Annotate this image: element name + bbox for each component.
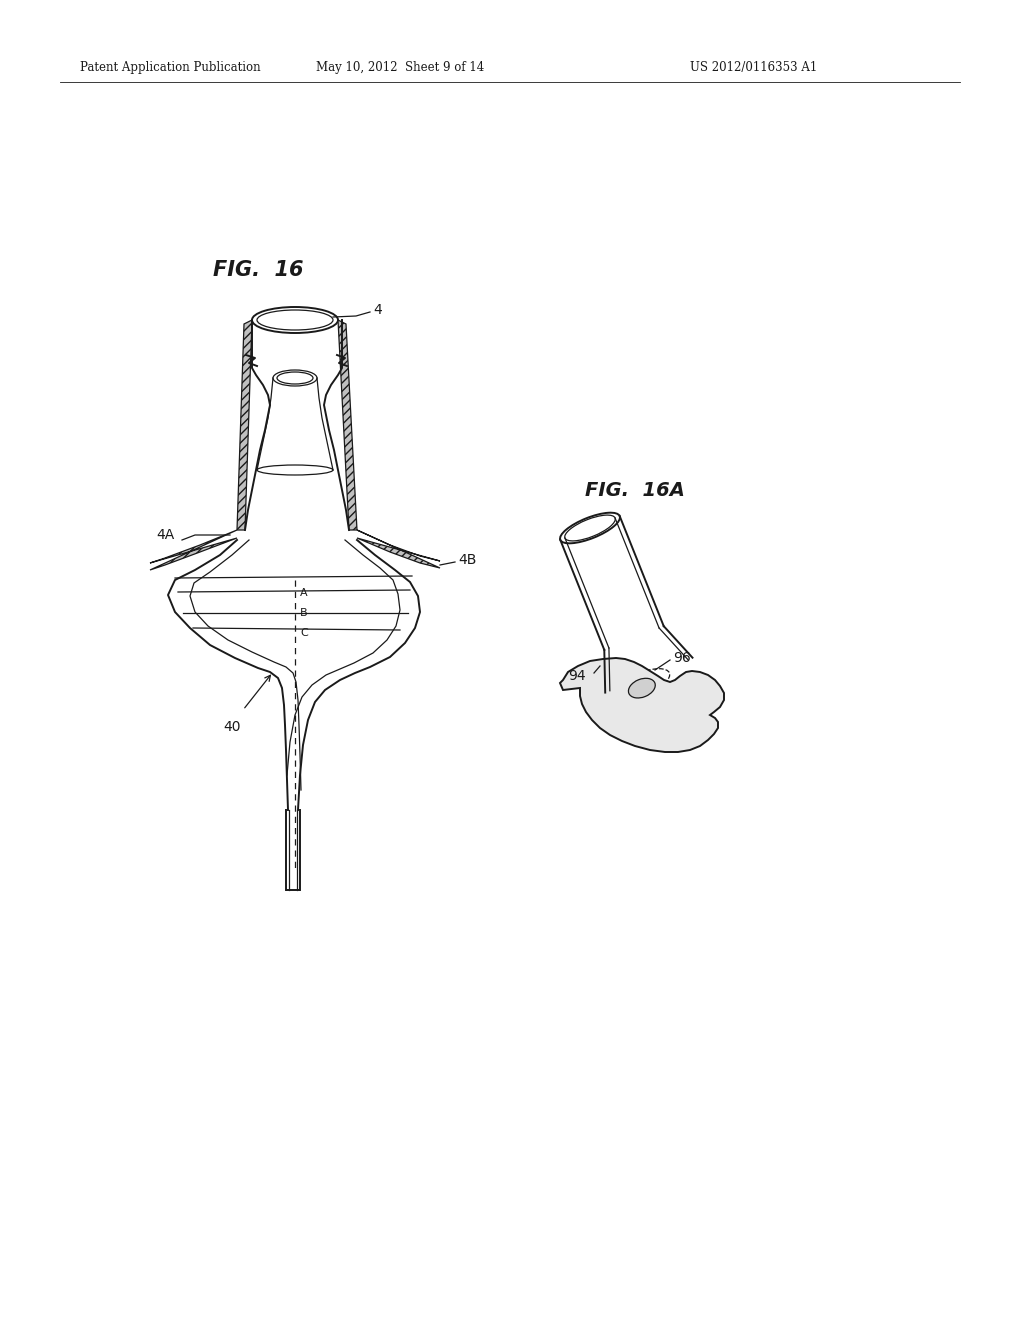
- Text: 94: 94: [568, 669, 586, 682]
- Ellipse shape: [257, 465, 333, 475]
- Ellipse shape: [564, 515, 615, 541]
- Polygon shape: [357, 531, 440, 568]
- Text: 4: 4: [373, 304, 382, 317]
- Text: 4B: 4B: [458, 553, 476, 568]
- Text: 96: 96: [673, 651, 691, 665]
- Ellipse shape: [278, 372, 313, 384]
- Text: 4A: 4A: [157, 528, 175, 543]
- Polygon shape: [150, 531, 237, 570]
- Text: FIG.  16A: FIG. 16A: [585, 480, 685, 499]
- Text: C: C: [300, 628, 308, 638]
- Ellipse shape: [629, 678, 655, 698]
- Ellipse shape: [560, 512, 620, 544]
- Polygon shape: [338, 319, 357, 531]
- Text: FIG.  16: FIG. 16: [213, 260, 303, 280]
- Text: A: A: [300, 587, 307, 598]
- Text: B: B: [300, 609, 307, 618]
- Text: 40: 40: [223, 719, 241, 734]
- Ellipse shape: [252, 308, 338, 333]
- Text: Patent Application Publication: Patent Application Publication: [80, 62, 261, 74]
- Polygon shape: [560, 657, 724, 752]
- Text: May 10, 2012  Sheet 9 of 14: May 10, 2012 Sheet 9 of 14: [315, 62, 484, 74]
- Text: US 2012/0116353 A1: US 2012/0116353 A1: [690, 62, 817, 74]
- Ellipse shape: [257, 310, 333, 330]
- Ellipse shape: [273, 370, 317, 385]
- Polygon shape: [237, 319, 252, 531]
